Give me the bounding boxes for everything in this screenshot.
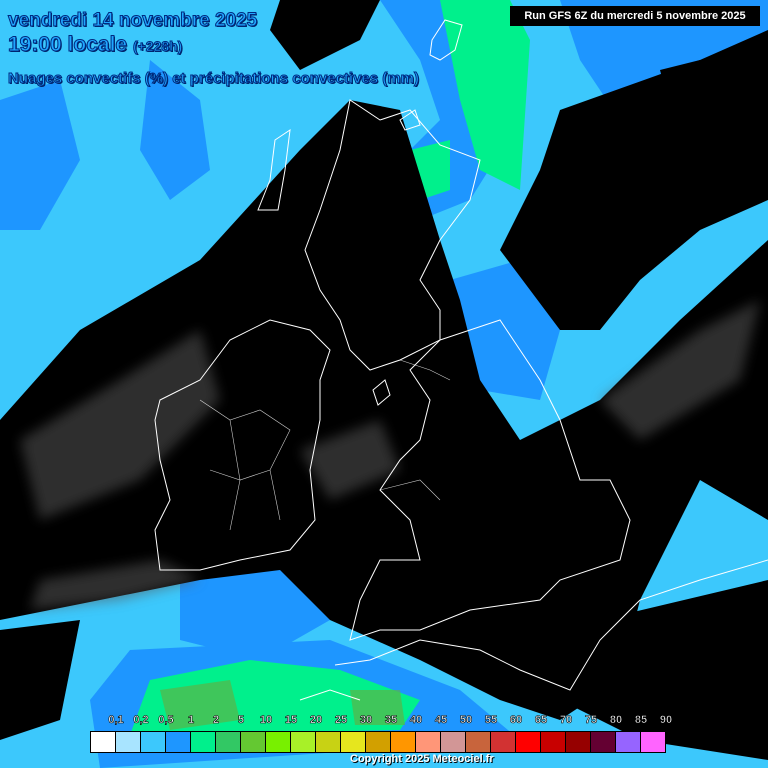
legend-label: 70 [559, 714, 573, 727]
legend-swatch [141, 732, 166, 752]
legend-label: 5 [237, 714, 245, 727]
legend-swatch [241, 732, 266, 752]
legend-label: 90 [659, 714, 673, 727]
forecast-date: vendredi 14 novembre 2025 [7, 10, 258, 32]
legend-swatch [591, 732, 616, 752]
forecast-lead-time: (+228h) [132, 38, 183, 55]
legend-swatch [491, 732, 516, 752]
legend-swatch [366, 732, 391, 752]
legend-swatch [466, 732, 491, 752]
legend-label: 85 [634, 714, 648, 727]
borders [199, 359, 451, 531]
france-coast [334, 559, 768, 691]
forecast-time: 19:00 locale (+228h) [7, 33, 183, 57]
legend-swatch [216, 732, 241, 752]
legend-label: 30 [359, 714, 373, 727]
legend-label: 75 [584, 714, 598, 727]
legend-swatch [391, 732, 416, 752]
legend-label: 35 [384, 714, 398, 727]
ireland-coast [154, 319, 331, 571]
scotland-coast [304, 99, 481, 371]
isle-of-man [372, 379, 391, 406]
legend-label: 60 [509, 714, 523, 727]
legend-swatch [341, 732, 366, 752]
legend-label: 55 [484, 714, 498, 727]
hebrides-coast [257, 128, 291, 211]
england-coast [349, 319, 631, 641]
orkney-coast [399, 109, 421, 131]
legend-swatch [316, 732, 341, 752]
legend-label: 0,2 [133, 714, 149, 727]
color-legend [90, 731, 666, 753]
legend-swatch [91, 732, 116, 752]
shetland-coast [429, 19, 463, 61]
legend-swatch [641, 732, 665, 752]
legend-swatch [616, 732, 641, 752]
legend-swatch [441, 732, 466, 752]
forecast-local-time: 19:00 locale [7, 33, 128, 57]
brittany-coast [299, 689, 361, 701]
legend-swatch [516, 732, 541, 752]
legend-label: 10 [259, 714, 273, 727]
legend-label: 50 [459, 714, 473, 727]
legend-label: 65 [534, 714, 548, 727]
legend-label: 15 [284, 714, 298, 727]
light-green-zones [160, 680, 405, 730]
legend-label: 80 [609, 714, 623, 727]
legend-swatch [191, 732, 216, 752]
legend-swatch [116, 732, 141, 752]
legend-label: 0,1 [108, 714, 124, 727]
legend-swatch [541, 732, 566, 752]
legend-label: 45 [434, 714, 448, 727]
legend-label: 1 [187, 714, 195, 727]
legend-swatch [566, 732, 591, 752]
coastlines [154, 19, 768, 701]
legend-swatch [291, 732, 316, 752]
copyright: Copyright 2025 Meteociel.fr [350, 753, 494, 765]
cloud-gradient-gray [20, 300, 760, 610]
legend-label: 2 [212, 714, 220, 727]
legend-label: 0,5 [158, 714, 174, 727]
legend-swatch [266, 732, 291, 752]
legend-swatch [166, 732, 191, 752]
model-run-label: Run GFS 6Z du mercredi 5 novembre 2025 [510, 6, 760, 26]
legend-swatch [416, 732, 441, 752]
legend-label: 25 [334, 714, 348, 727]
legend-label: 20 [309, 714, 323, 727]
map-subtitle: Nuages convectifs (%) et précipitations … [8, 70, 420, 88]
legend-label: 40 [409, 714, 423, 727]
